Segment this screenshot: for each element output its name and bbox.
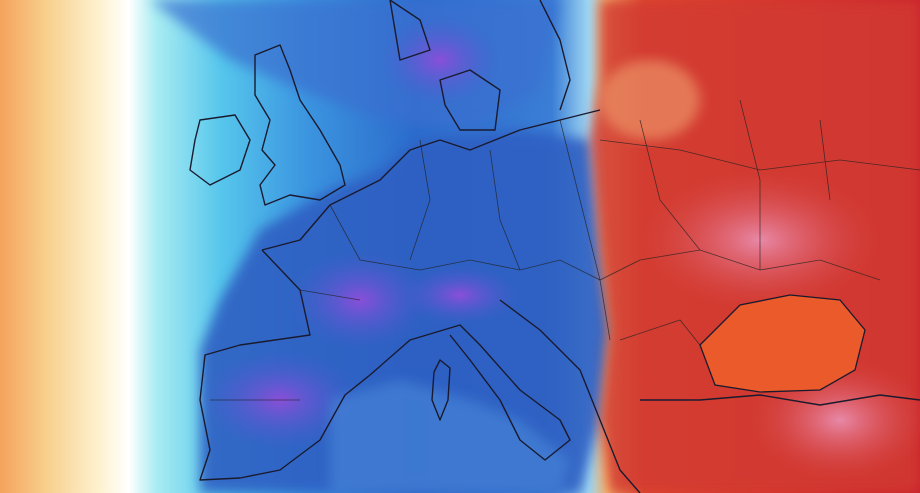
coastline	[439, 69, 501, 131]
coastline	[254, 44, 346, 206]
warm-edge	[600, 60, 700, 140]
border	[329, 204, 881, 281]
coastline	[389, 0, 431, 61]
coastline	[499, 299, 641, 493]
coastline	[431, 359, 451, 421]
cold-core	[380, 15, 500, 105]
coastline	[261, 109, 601, 251]
coastline	[199, 249, 371, 481]
coastline	[640, 394, 920, 406]
coastline	[369, 324, 571, 461]
black-sea	[699, 294, 866, 393]
coastline	[539, 0, 571, 111]
border	[210, 139, 920, 401]
coastline	[189, 114, 251, 186]
border	[409, 99, 831, 341]
cold-core	[400, 265, 520, 325]
sea	[330, 380, 570, 493]
